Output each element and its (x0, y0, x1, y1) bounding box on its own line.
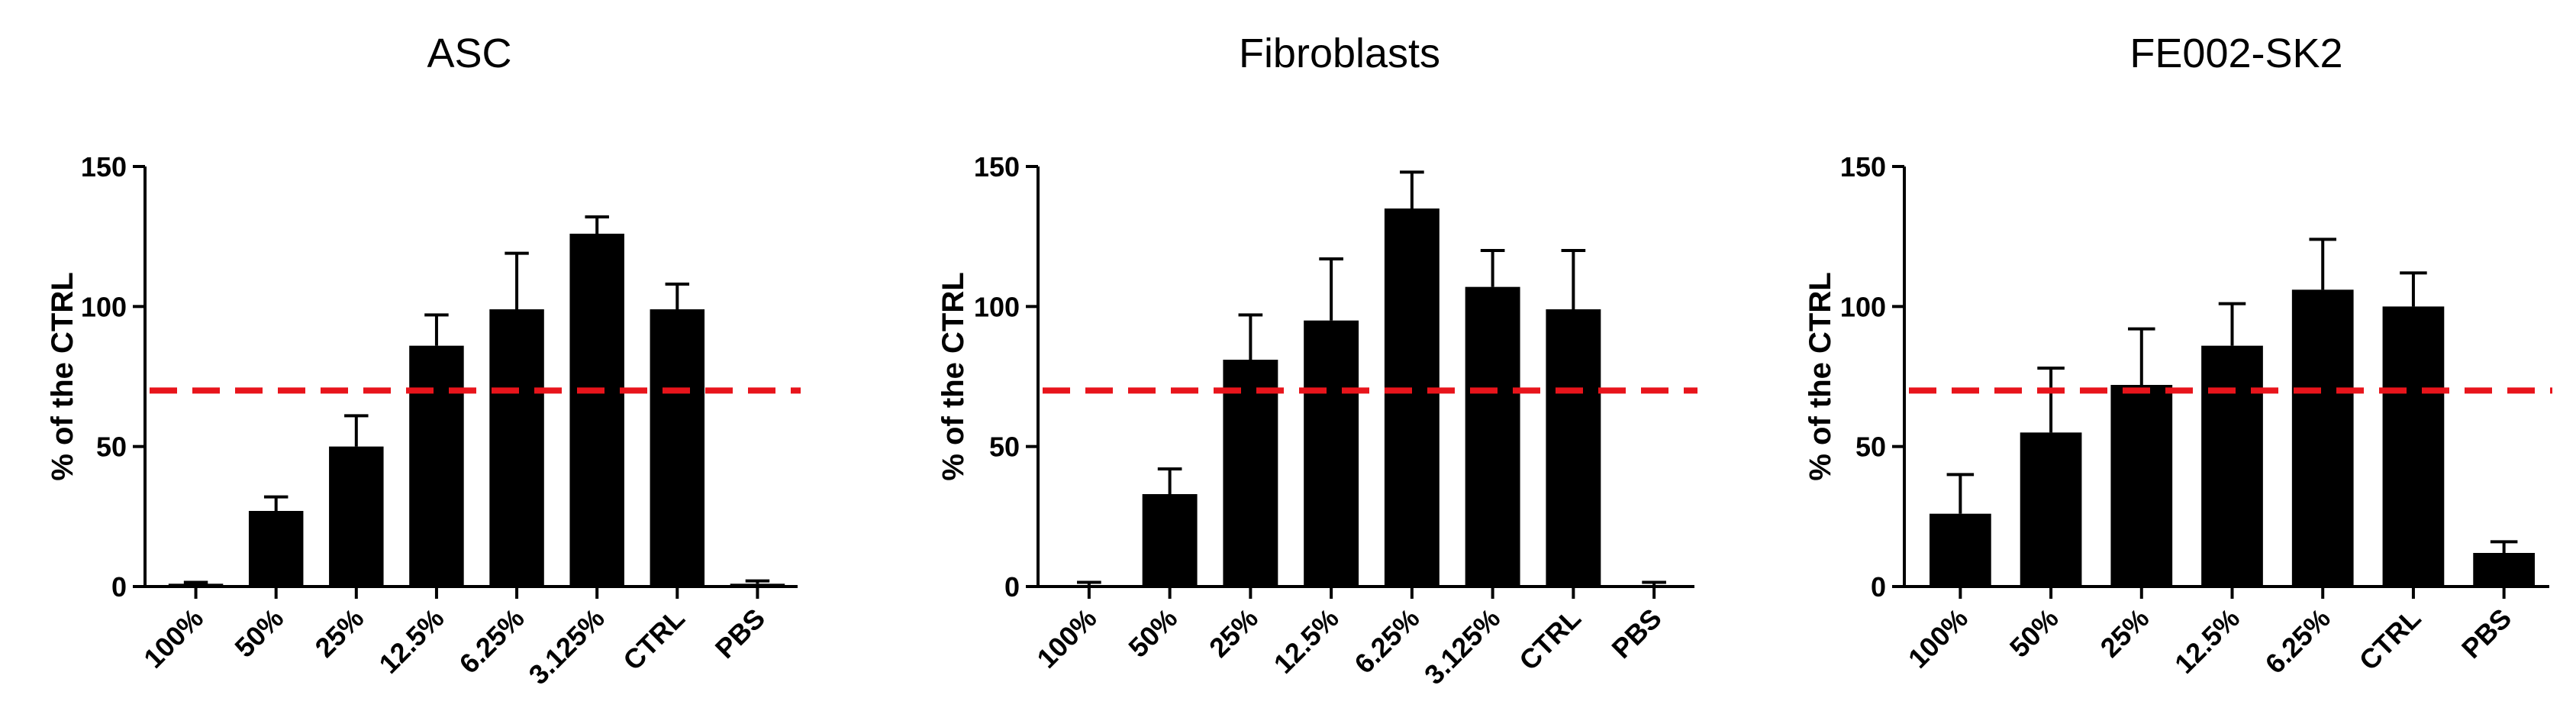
y-tick-label: 0 (1004, 571, 1020, 603)
x-tick-label: 25% (2094, 603, 2155, 664)
x-tick-label: PBS (2455, 603, 2517, 664)
bar-4 (1304, 320, 1359, 587)
x-tick-label: 100% (1902, 603, 1974, 674)
bar-3 (329, 446, 384, 587)
x-tick-label: 25% (309, 603, 370, 664)
y-axis-label: % of the CTRL (46, 272, 79, 480)
bar-3 (1223, 360, 1278, 587)
bar-1 (1929, 513, 1991, 587)
bar-7 (1546, 309, 1601, 587)
chart-title: FE002-SK2 (2129, 31, 2342, 76)
x-tick-label: 50% (228, 603, 289, 664)
bar-5 (489, 309, 544, 587)
y-tick-label: 100 (974, 291, 1020, 322)
x-tick-label: 12.5% (372, 603, 450, 680)
bar-6 (1465, 286, 1520, 587)
chart-panel-3: FE002-SK2 % of the CTRL 0 50 100 150 100% 50% 25… (1804, 31, 2552, 680)
chart-title: Fibroblasts (1239, 31, 1440, 76)
x-tick-label: 12.5% (1268, 603, 1345, 680)
x-tick-label: 100% (1030, 603, 1102, 674)
x-tick-label: 6.25% (2259, 603, 2336, 680)
bar-1 (168, 583, 224, 587)
bar-6 (2382, 306, 2445, 587)
bar-7 (650, 309, 705, 587)
x-tick-label: CTRL (1513, 603, 1587, 677)
x-tick-label: 25% (1203, 603, 1264, 664)
y-axis-label: % of the CTRL (1804, 272, 1837, 480)
x-tick-label: CTRL (2353, 603, 2427, 677)
x-tick-label: 3.125% (523, 603, 611, 690)
y-tick-label: 50 (989, 431, 1020, 463)
y-tick-label: 0 (1871, 571, 1886, 603)
bar-2 (248, 511, 304, 587)
bar-2 (1142, 494, 1198, 587)
chart-panel-1: ASC % of the CTRL 0 50 100 150 100% 50% 25% 12.5%… (46, 31, 801, 690)
x-tick-label: 50% (1122, 603, 1183, 664)
bar-8 (730, 583, 785, 587)
chart-panel-2: Fibroblasts % of the CTRL 0 50 100 150 100% 50%… (937, 31, 1697, 690)
y-tick-label: 150 (974, 151, 1020, 183)
y-tick-label: 50 (96, 431, 127, 463)
bar-6 (569, 234, 624, 587)
x-tick-label: 6.25% (453, 603, 530, 680)
chart-title: ASC (427, 31, 511, 76)
x-tick-label: PBS (1605, 603, 1667, 664)
x-tick-label: 12.5% (2168, 603, 2246, 680)
x-tick-label: CTRL (617, 603, 691, 677)
y-tick-label: 100 (1840, 291, 1886, 322)
x-tick-label: PBS (709, 603, 771, 664)
y-axis-label: % of the CTRL (937, 272, 970, 480)
bar-8 (1627, 585, 1682, 587)
y-tick-label: 100 (81, 291, 127, 322)
bar-3 (2110, 385, 2173, 587)
y-tick-label: 50 (1855, 431, 1886, 463)
x-tick-label: 6.25% (1348, 603, 1425, 680)
bar-1 (1061, 585, 1117, 587)
y-tick-label: 150 (81, 151, 127, 183)
bar-2 (2020, 432, 2082, 587)
y-tick-label: 0 (111, 571, 127, 603)
bar-5 (1384, 208, 1440, 587)
bar-7 (2473, 553, 2536, 587)
bar-4 (2201, 345, 2263, 587)
x-tick-label: 100% (137, 603, 209, 674)
bar-5 (2291, 289, 2354, 587)
y-tick-label: 150 (1840, 151, 1886, 183)
x-tick-label: 3.125% (1418, 603, 1506, 690)
bar-4 (409, 345, 464, 587)
x-tick-label: 50% (2004, 603, 2065, 664)
